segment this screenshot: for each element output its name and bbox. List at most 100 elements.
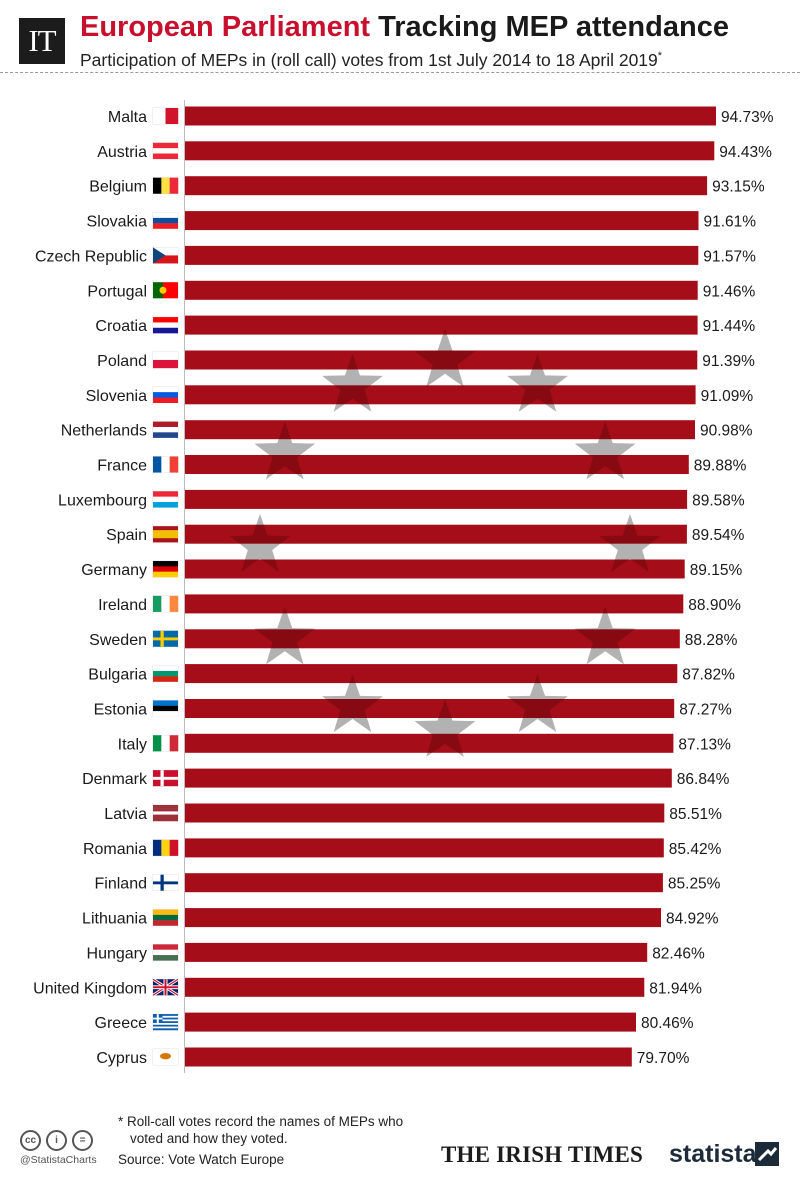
category-label: Greece bbox=[95, 1015, 148, 1032]
value-label: 86.84% bbox=[677, 771, 730, 788]
statista-logo-glyph bbox=[757, 1147, 778, 1162]
flag-stripe bbox=[153, 538, 178, 543]
value-label: 91.39% bbox=[702, 353, 755, 370]
statista-wordmark[interactable]: statista bbox=[669, 1140, 757, 1168]
flag-icon bbox=[152, 839, 179, 857]
flag-cross bbox=[153, 881, 178, 885]
flag-stripe bbox=[161, 839, 170, 856]
eu-stars-overlay bbox=[229, 329, 661, 757]
bar bbox=[185, 106, 716, 126]
bar bbox=[185, 211, 699, 231]
flag-emblem bbox=[160, 1052, 171, 1060]
statista-handle[interactable]: @StatistaCharts bbox=[20, 1154, 97, 1166]
value-label: 82.46% bbox=[652, 945, 705, 962]
bar bbox=[185, 664, 678, 684]
eu-star-shadow bbox=[507, 353, 568, 412]
flag-stripe bbox=[153, 711, 178, 717]
value-label: 89.54% bbox=[692, 527, 745, 544]
eu-star-shadow bbox=[574, 421, 636, 480]
eu-star-shadow bbox=[254, 606, 316, 665]
flag-stripe bbox=[153, 670, 178, 677]
flag-stripe bbox=[153, 595, 162, 612]
flag-stripe bbox=[153, 1028, 178, 1031]
flag-stripe bbox=[153, 566, 178, 572]
flag-stripe bbox=[153, 496, 178, 503]
value-label: 79.70% bbox=[637, 1050, 690, 1067]
value-label: 87.13% bbox=[678, 736, 731, 753]
category-label: Sweden bbox=[89, 632, 147, 649]
eu-star-shadow bbox=[322, 674, 383, 733]
category-label: United Kingdom bbox=[33, 980, 147, 997]
value-label: 93.15% bbox=[712, 179, 765, 196]
flag-stripe bbox=[169, 177, 179, 194]
bar bbox=[185, 176, 708, 196]
flag-icon bbox=[152, 944, 179, 961]
value-label: 87.27% bbox=[679, 702, 732, 719]
flag-stripe bbox=[153, 177, 162, 194]
flag-stripe bbox=[153, 212, 178, 219]
no-derivatives-icon[interactable]: = bbox=[72, 1130, 93, 1151]
bar bbox=[185, 873, 663, 893]
bar bbox=[185, 594, 684, 614]
flag-stripe bbox=[153, 223, 178, 229]
bar bbox=[185, 455, 689, 474]
flag-icon bbox=[152, 456, 179, 473]
flag-stripe bbox=[153, 392, 178, 398]
flag-stripe bbox=[153, 955, 178, 961]
flag-stripe bbox=[153, 1019, 178, 1022]
flag-stripe bbox=[153, 909, 178, 916]
flag-icon bbox=[152, 874, 179, 892]
flag-icon bbox=[152, 386, 179, 404]
flag-cross bbox=[153, 637, 178, 641]
bar bbox=[185, 350, 698, 370]
bar bbox=[185, 803, 665, 823]
flag-stripe bbox=[153, 397, 178, 403]
eu-star bbox=[507, 353, 568, 412]
irish-times-logo: IT bbox=[19, 18, 65, 64]
flag-cross bbox=[153, 776, 178, 780]
category-label: Estonia bbox=[94, 702, 147, 719]
flag-stripe bbox=[153, 491, 178, 497]
flag-icon bbox=[152, 177, 179, 194]
bar bbox=[185, 733, 674, 753]
bar bbox=[185, 559, 685, 579]
category-label: Italy bbox=[118, 736, 147, 753]
eu-star bbox=[254, 421, 316, 480]
bar-chart: Malta Austria Belgium Slovakia Czech Republi… bbox=[33, 100, 774, 1073]
flag-icon bbox=[152, 421, 179, 438]
attribution-icon[interactable]: i bbox=[46, 1130, 67, 1151]
eu-star-shadow bbox=[507, 674, 568, 733]
bar bbox=[185, 768, 672, 788]
flag-stripe bbox=[153, 142, 178, 149]
value-label: 87.82% bbox=[682, 667, 735, 684]
flag-stripe bbox=[153, 920, 178, 926]
flag-stripe bbox=[153, 148, 178, 154]
subtitle-text: Participation of MEPs in (roll call) vot… bbox=[80, 49, 658, 70]
category-label: Malta bbox=[108, 109, 147, 126]
flag-stripe bbox=[153, 1024, 178, 1027]
value-label: 89.58% bbox=[692, 492, 745, 509]
flag-stripe bbox=[153, 456, 162, 473]
irish-times-wordmark[interactable]: THE IRISH TIMES bbox=[441, 1142, 643, 1167]
flag-icon bbox=[152, 700, 179, 717]
flag-stripe bbox=[153, 282, 163, 299]
flag-triangle bbox=[153, 247, 166, 264]
subtitle-footnote-mark: * bbox=[657, 50, 663, 62]
value-label: 88.28% bbox=[685, 632, 738, 649]
flag-stripe bbox=[153, 386, 178, 393]
category-label: Belgium bbox=[89, 179, 147, 196]
bar bbox=[185, 315, 698, 335]
category-label: Austria bbox=[97, 144, 147, 161]
flag-stripe bbox=[153, 944, 178, 950]
flag-stripe bbox=[153, 1026, 178, 1029]
bar bbox=[185, 699, 675, 718]
flag-icon bbox=[152, 525, 179, 543]
eu-star-shadow bbox=[414, 699, 476, 757]
cc-license-icon[interactable]: cc bbox=[20, 1130, 41, 1151]
value-label: 89.88% bbox=[694, 458, 747, 475]
bars bbox=[185, 106, 716, 1067]
flag-stripe bbox=[153, 432, 178, 438]
category-label: Poland bbox=[97, 353, 147, 370]
statista-logo-icon[interactable] bbox=[755, 1142, 779, 1166]
flag-icon bbox=[152, 909, 179, 926]
